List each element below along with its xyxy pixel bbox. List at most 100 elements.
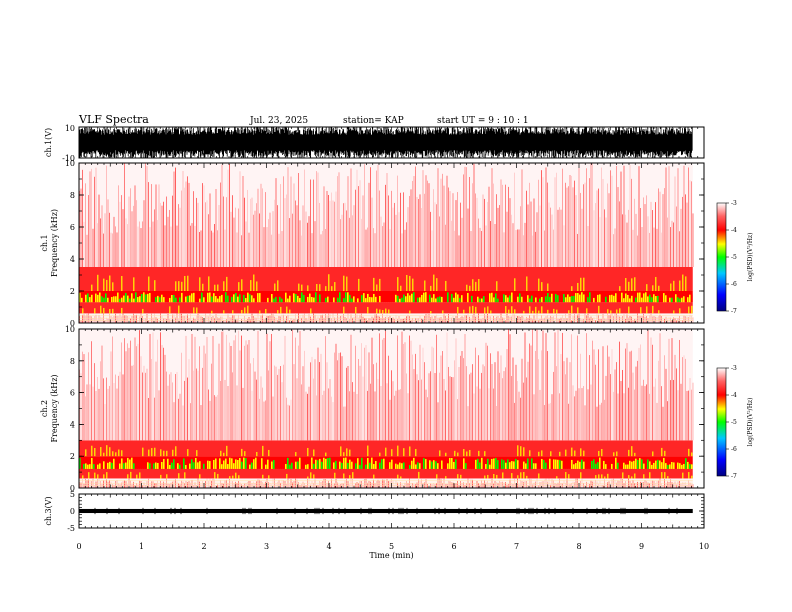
y-tick-label: 8 bbox=[70, 357, 75, 366]
spec-column bbox=[196, 315, 197, 323]
spec-spot bbox=[289, 309, 291, 314]
y-tick-label: 2 bbox=[70, 287, 75, 296]
spec-column bbox=[194, 225, 196, 267]
spec-column bbox=[290, 479, 292, 488]
spec-column bbox=[121, 482, 122, 488]
spec-spot bbox=[171, 295, 173, 303]
spec-column bbox=[691, 181, 692, 267]
spec-column bbox=[448, 480, 449, 488]
spec-column bbox=[226, 319, 227, 323]
spec-spot bbox=[659, 292, 661, 303]
spec-spot bbox=[419, 463, 421, 469]
spec-column bbox=[584, 405, 586, 441]
spec-column bbox=[233, 315, 235, 323]
spec-column bbox=[625, 348, 626, 441]
spec-column bbox=[163, 201, 164, 267]
spec-column bbox=[691, 389, 692, 441]
spec-column bbox=[137, 226, 139, 267]
spec-column bbox=[314, 221, 316, 267]
spec-column bbox=[266, 227, 268, 267]
spec-spot bbox=[679, 463, 681, 469]
spec-column bbox=[457, 399, 458, 441]
spec-spot bbox=[161, 462, 163, 469]
spec-column bbox=[254, 317, 256, 323]
spec-spot bbox=[563, 294, 565, 303]
spec-column bbox=[500, 481, 502, 488]
spec-spot bbox=[331, 286, 333, 291]
spec-column bbox=[544, 405, 545, 441]
spec-column bbox=[491, 479, 493, 488]
spec-spot bbox=[307, 296, 309, 303]
spec-spot bbox=[333, 297, 335, 303]
spec-column bbox=[499, 205, 500, 267]
spec-column bbox=[154, 397, 155, 441]
spec-column bbox=[133, 205, 134, 267]
spec-spot bbox=[137, 297, 139, 303]
spec-column bbox=[182, 315, 184, 323]
spec-column bbox=[208, 480, 209, 488]
spec-column bbox=[406, 316, 407, 323]
spec-column bbox=[176, 481, 178, 488]
spec-column bbox=[223, 331, 224, 441]
spec-spot bbox=[127, 295, 129, 303]
spec-column bbox=[106, 377, 107, 441]
spec-column bbox=[262, 188, 263, 267]
spec-spot bbox=[187, 449, 189, 457]
spec-spot bbox=[337, 461, 339, 469]
spec-column bbox=[304, 169, 305, 267]
spec-column bbox=[515, 364, 517, 441]
spec-column bbox=[634, 389, 635, 441]
spec-spot bbox=[509, 295, 511, 303]
spec-spot bbox=[657, 459, 659, 469]
spec-column bbox=[655, 316, 656, 323]
spec-column bbox=[226, 334, 227, 441]
spec-column bbox=[473, 163, 475, 267]
spec-spot bbox=[295, 452, 297, 457]
spec-spot bbox=[379, 452, 381, 457]
spec-column bbox=[655, 378, 656, 441]
spec-column bbox=[326, 190, 328, 267]
spec-column bbox=[464, 166, 466, 267]
spec-column bbox=[529, 343, 530, 441]
spec-column bbox=[619, 201, 620, 267]
spec-spot bbox=[157, 295, 159, 303]
spec-column bbox=[272, 396, 274, 441]
spec-spot bbox=[633, 460, 635, 469]
spec-spot bbox=[597, 462, 599, 469]
spec-column bbox=[484, 198, 485, 267]
spec-column bbox=[344, 480, 346, 488]
spec-column bbox=[521, 315, 523, 323]
spec-spot bbox=[551, 293, 553, 303]
spec-column bbox=[644, 480, 646, 488]
spec-spot bbox=[399, 298, 401, 303]
spec-spot bbox=[189, 295, 191, 303]
spec-spot bbox=[165, 293, 167, 303]
spec-spot bbox=[191, 459, 193, 469]
spec-column bbox=[457, 192, 458, 267]
spec-column bbox=[301, 235, 302, 267]
spec-column bbox=[589, 178, 590, 267]
spec-spot bbox=[591, 292, 593, 303]
spec-spot bbox=[351, 461, 353, 469]
spec-column bbox=[223, 196, 224, 267]
spec-spot bbox=[400, 476, 402, 479]
spec-spot bbox=[429, 294, 431, 303]
spec-column bbox=[260, 376, 262, 441]
spec-spot bbox=[675, 294, 677, 303]
ch3-ylabel: ch.3(V) bbox=[44, 496, 53, 525]
spec-spot bbox=[303, 462, 305, 469]
spec-column bbox=[512, 484, 514, 488]
spec-column bbox=[370, 167, 371, 267]
spec-spot bbox=[647, 459, 649, 469]
spec-column bbox=[470, 479, 472, 488]
spec-column bbox=[80, 373, 82, 441]
spec-spot bbox=[601, 448, 603, 457]
spec-column bbox=[494, 480, 496, 488]
spec-column bbox=[95, 314, 97, 323]
spec-spot bbox=[605, 464, 607, 469]
spec-spot bbox=[165, 461, 167, 469]
spec-column bbox=[134, 337, 136, 441]
spec-column bbox=[223, 319, 224, 323]
spec-spot bbox=[193, 292, 195, 303]
